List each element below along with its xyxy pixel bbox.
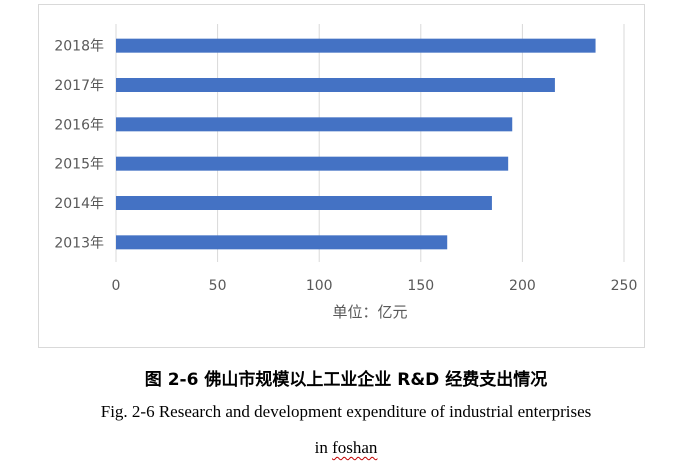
chart-frame [38,4,645,348]
y-category-label: 2018年 [54,39,104,55]
x-tick-label: 100 [306,278,333,294]
figure-caption-en-line1: Fig. 2-6 Research and development expend… [100,402,592,421]
x-tick-label: 50 [209,278,227,294]
bar [116,38,596,53]
caption-en-word: foshan [332,438,378,457]
y-category-label: 2013年 [54,235,104,251]
bar [116,78,555,92]
bar-chart: 0 50 100 150 200 250 2018年 2017年 2016年 2015年 2014年… [54,24,638,321]
bar [116,156,509,171]
y-category-label: 2014年 [54,196,104,212]
x-axis-title: 单位：亿元 [332,303,407,321]
y-category-label: 2017年 [54,78,104,94]
x-tick-label: 200 [509,278,536,294]
bar [116,196,492,210]
figure-caption-en-line2: in foshan [0,438,692,458]
y-category-label: 2016年 [54,117,104,133]
bar [116,235,448,250]
x-tick-label: 150 [407,278,434,294]
x-tick-label: 250 [611,278,638,294]
caption-en-prefix: in [314,438,333,457]
x-tick-label: 0 [112,278,121,294]
y-category-label: 2015年 [54,157,104,173]
bar [116,117,513,132]
figure-caption-cn: 图 2-6 佛山市规模以上工业企业 R&D 经费支出情况 [144,370,548,390]
